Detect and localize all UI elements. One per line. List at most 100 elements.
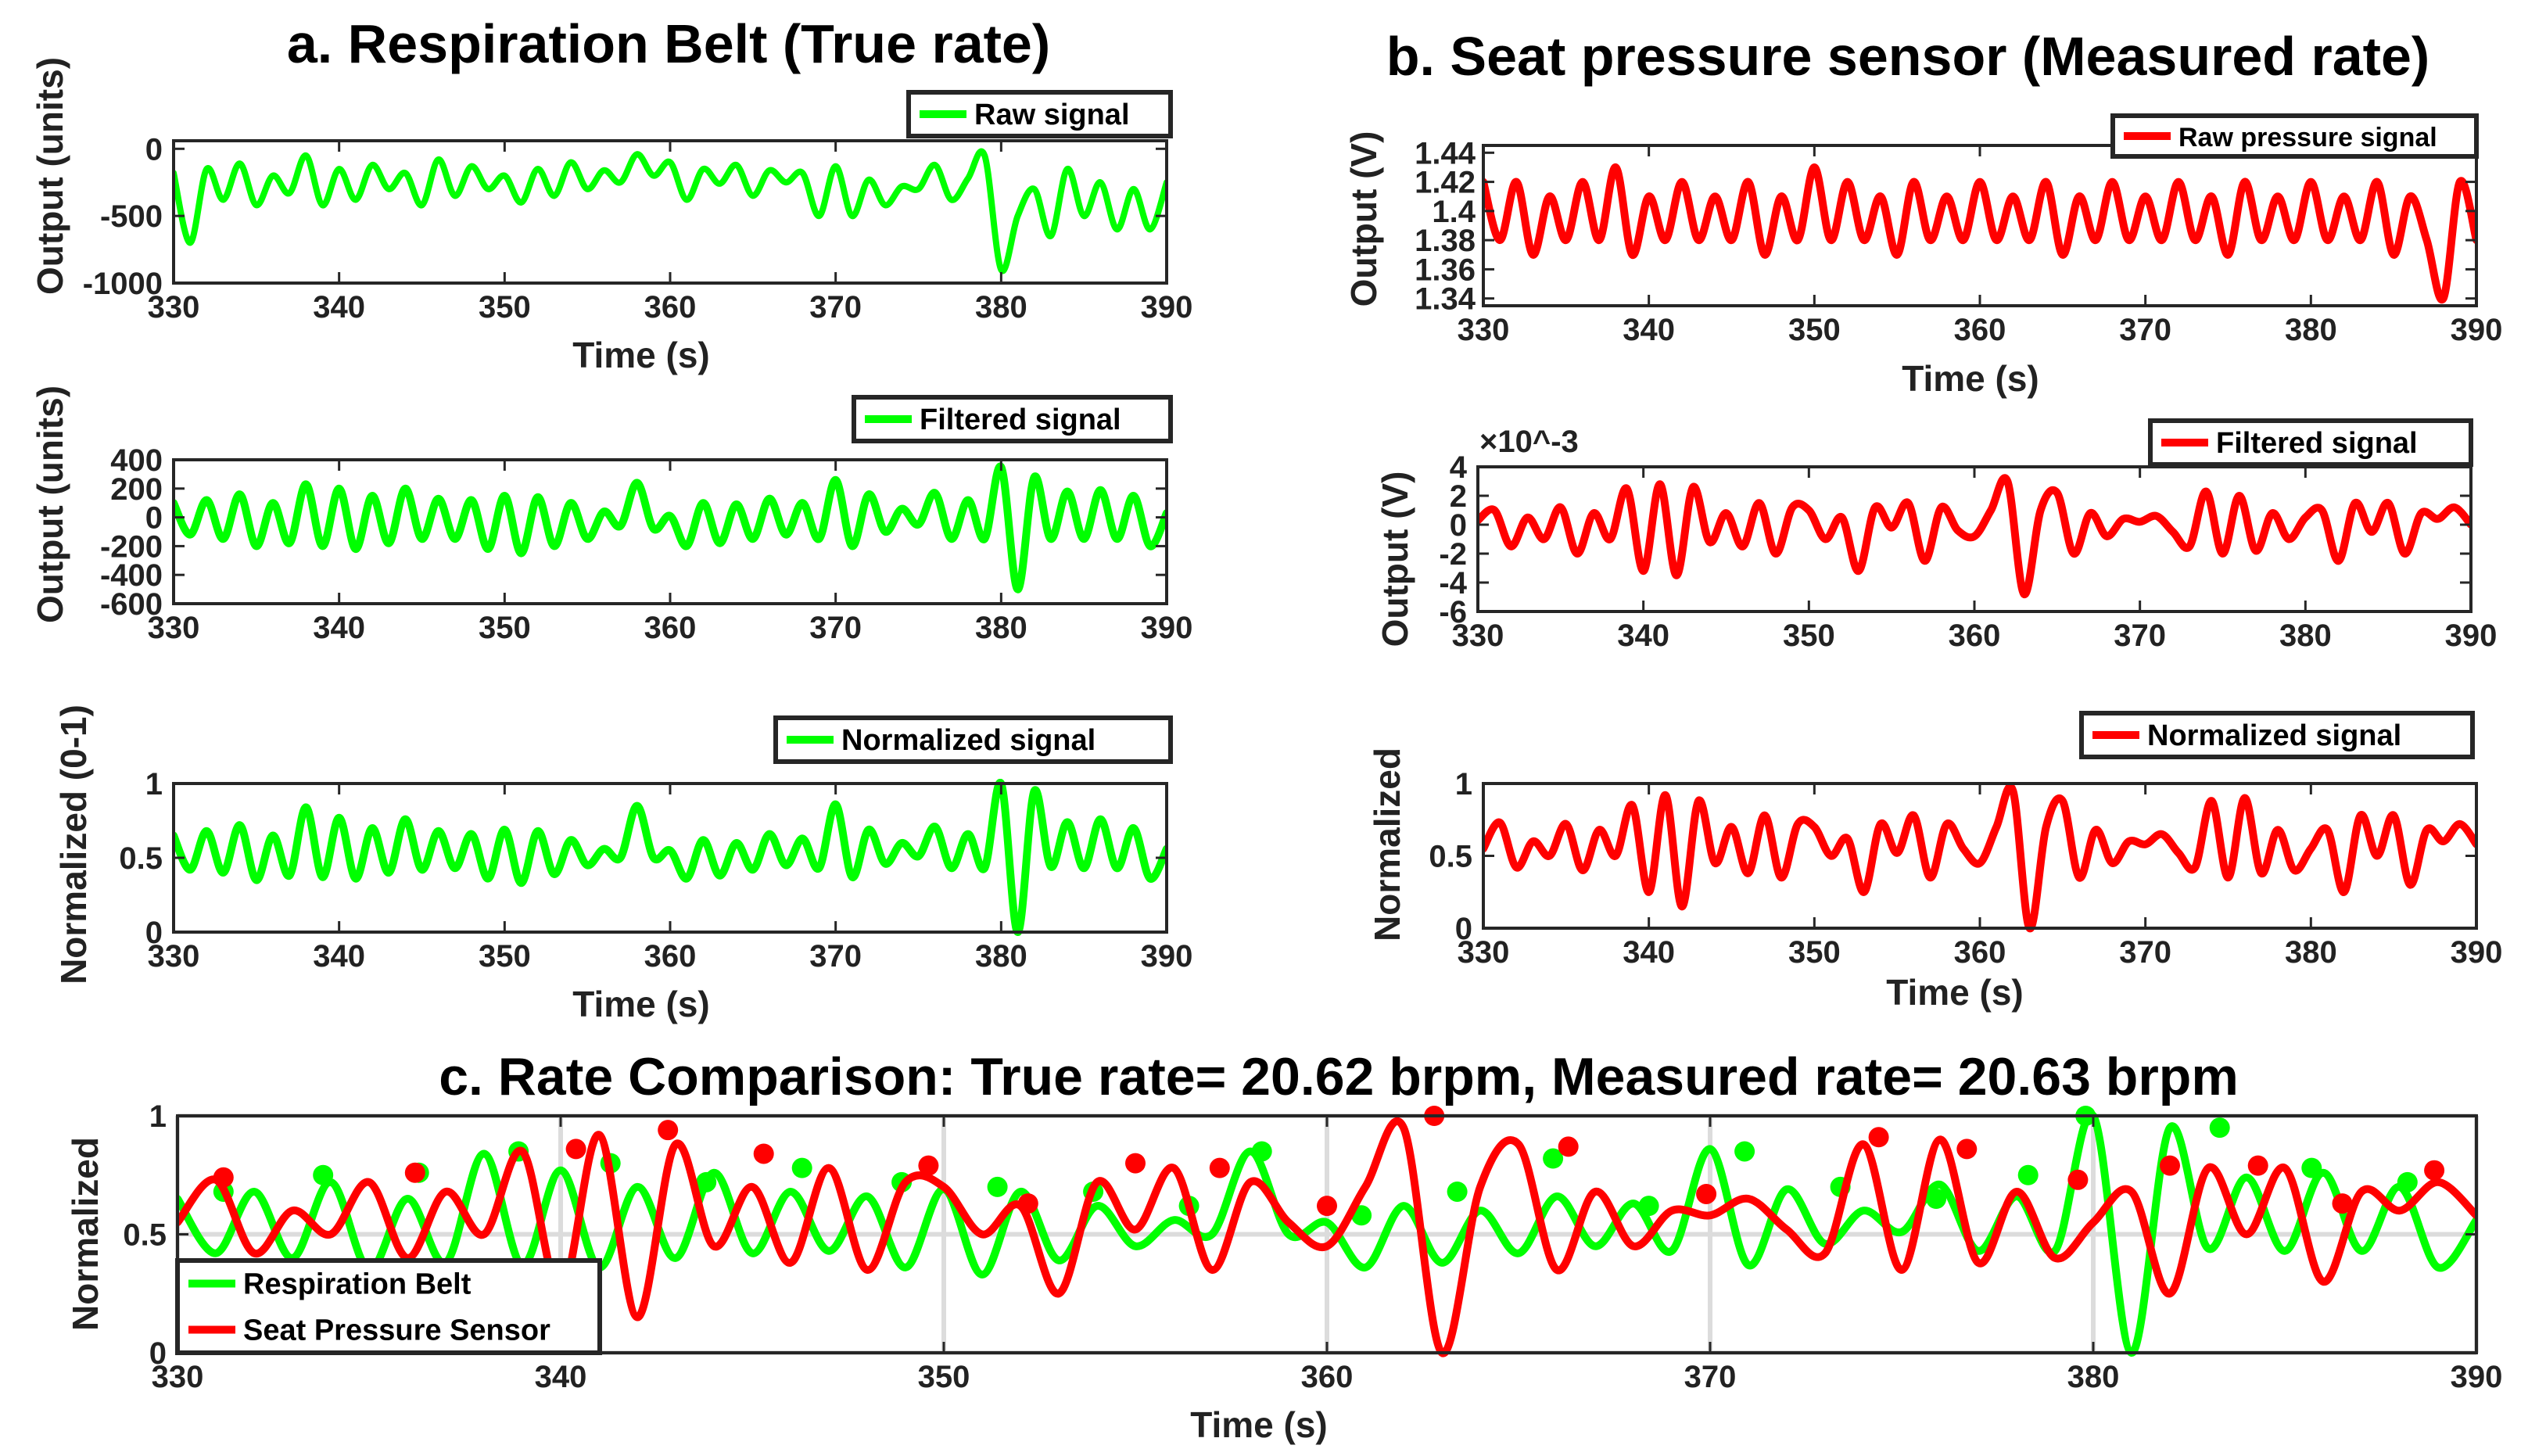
b1-xlabel: Time (s) [1902, 358, 2039, 399]
y-tick-label-4: -4 [1439, 566, 1467, 601]
x-tick-label-2: 350 [479, 939, 531, 974]
a1-xlabel: Time (s) [572, 335, 710, 375]
legend: Raw signal [906, 90, 1173, 138]
x-tick-label-0: 330 [1452, 619, 1504, 653]
legend-label-1: Seat Pressure Sensor [243, 1314, 550, 1347]
plot-a-raw: 330 340 350 360 370 380 390 0 -500 -1000 Raw signa… [83, 90, 1193, 325]
peak-marker-sensor-15 [2067, 1169, 2089, 1190]
x-tick-label-1: 340 [1623, 935, 1675, 970]
y-tick-label-4: 1.36 [1415, 253, 1476, 287]
a3-ylabel: Normalized (0-1) [53, 705, 94, 984]
y-tick-label-3: -2 [1439, 537, 1467, 572]
b3-ylabel: Normalized [1367, 748, 1407, 941]
x-tick-label-0: 330 [148, 611, 200, 645]
x-tick-label-3: 360 [1954, 935, 2006, 970]
plot-a-filtered: 330 340 350 360 370 380 390 4002000-200-400-600… [100, 395, 1193, 645]
peak-marker-sensor-8 [1209, 1157, 1230, 1178]
peak-marker-belt-16 [1734, 1141, 1755, 1162]
x-tick-label-1: 340 [313, 939, 365, 974]
x-tick-label-1: 340 [1617, 619, 1669, 653]
x-tick-label-1: 340 [313, 611, 365, 645]
x-tick-label-4: 370 [1684, 1360, 1737, 1394]
y-tick-label-2: 0 [149, 1336, 167, 1371]
x-tick-label-0: 330 [148, 290, 200, 325]
y-tick-label-4: -400 [100, 558, 163, 593]
legend-label-0: Filtered signal [2216, 427, 2418, 460]
x-tick-label-3: 360 [644, 290, 697, 325]
y-tick-label-1: 0.5 [119, 841, 163, 876]
a3-xlabel: Time (s) [572, 984, 710, 1024]
y-tick-label-2: 1.4 [1432, 195, 1476, 229]
legend-label-0: Normalized signal [2147, 719, 2401, 752]
x-tick-label-3: 360 [1301, 1360, 1354, 1394]
y-tick-label-0: 1 [145, 767, 163, 802]
peak-marker-sensor-13 [1868, 1127, 1889, 1148]
x-tick-label-2: 350 [479, 611, 531, 645]
peak-marker-belt-13 [1447, 1181, 1468, 1202]
x-tick-label-6: 390 [2451, 935, 2503, 970]
y-tick-label-2: -1000 [83, 267, 163, 301]
legend-box [773, 715, 1173, 764]
legend-label-0: Normalized signal [841, 724, 1095, 757]
y-tick-label-5: -6 [1439, 595, 1467, 629]
x-tick-label-2: 350 [1788, 935, 1841, 970]
x-tick-label-6: 390 [2451, 313, 2503, 347]
x-tick-label-6: 390 [1141, 611, 1193, 645]
peak-marker-belt-14 [1543, 1148, 1564, 1169]
y-tick-label-2: 0 [145, 916, 163, 950]
peak-marker-belt-22 [2301, 1157, 2322, 1178]
peak-marker-sensor-17 [2247, 1155, 2268, 1176]
peak-marker-belt-21 [2209, 1117, 2230, 1139]
x-tick-label-4: 370 [809, 939, 862, 974]
y-tick-label-0: 0 [145, 132, 163, 167]
y-tick-label-3: 1.38 [1415, 224, 1476, 258]
y-tick-label-5: -600 [100, 587, 163, 622]
peak-marker-belt-23 [2397, 1171, 2418, 1192]
x-tick-label-5: 380 [2285, 935, 2337, 970]
series-line-normalized-signal [174, 779, 1167, 937]
y-tick-label-1: -500 [100, 199, 163, 234]
x-tick-label-5: 380 [975, 939, 1027, 974]
series-line-normalized-signal [1483, 783, 2476, 933]
x-tick-label-4: 370 [809, 611, 862, 645]
x-tick-label-5: 380 [2067, 1360, 2120, 1394]
plot-b-filtered: 330 340 350 360 370 380 390 420-2-4-6 Filtered s… [1439, 418, 2497, 653]
b2-ylabel: Output (V) [1375, 472, 1415, 647]
x-tick-label-5: 380 [975, 611, 1027, 645]
y-tick-label-0: 4 [1450, 450, 1468, 485]
plot-a-normalized: 330 340 350 360 370 380 390 1 0.5 0 Normalized sig… [119, 715, 1192, 974]
peak-marker-belt-6 [791, 1157, 812, 1178]
legend-box [2110, 113, 2479, 159]
x-tick-label-0: 330 [148, 939, 200, 974]
legend: Respiration Belt Seat Pressure Sensor [175, 1258, 602, 1355]
legend: Raw pressure signal [2110, 113, 2479, 159]
panel-b-title: b. Seat pressure sensor (Measured rate) [1386, 26, 2429, 87]
a1-ylabel: Output (units) [30, 57, 70, 295]
peak-marker-sensor-4 [753, 1143, 774, 1164]
b2-y-multiplier: ×10^-3 [1479, 425, 1579, 459]
y-tick-label-5: 1.34 [1415, 282, 1476, 317]
legend-box [852, 395, 1173, 443]
x-tick-label-6: 390 [1141, 290, 1193, 325]
legend-label-0: Filtered signal [920, 403, 1121, 436]
peak-marker-sensor-1 [404, 1162, 425, 1183]
y-tick-label-0: 1 [149, 1099, 167, 1134]
panel-a-title: a. Respiration Belt (True rate) [287, 13, 1050, 74]
x-tick-label-3: 360 [1949, 619, 2001, 653]
x-tick-label-1: 340 [313, 290, 365, 325]
peak-marker-sensor-5 [918, 1155, 939, 1176]
legend-label-0: Raw signal [974, 99, 1130, 131]
series-line-raw-pressure-signal [1483, 163, 2476, 304]
y-tick-label-0: 400 [110, 443, 163, 478]
peak-marker-sensor-9 [1317, 1196, 1337, 1217]
plot-b-raw: 330 340 350 360 370 380 390 1.441.421.41.381.36… [1415, 113, 2503, 347]
peak-marker-belt-11 [1251, 1141, 1272, 1162]
series-line-respiration-belt [178, 1111, 2476, 1357]
series-line-filtered-signal [1478, 474, 2471, 598]
y-tick-label-2: 0 [145, 501, 163, 536]
a2-ylabel: Output (units) [30, 386, 70, 623]
peak-marker-sensor-19 [2424, 1160, 2445, 1181]
peak-marker-belt-19 [2017, 1164, 2039, 1185]
